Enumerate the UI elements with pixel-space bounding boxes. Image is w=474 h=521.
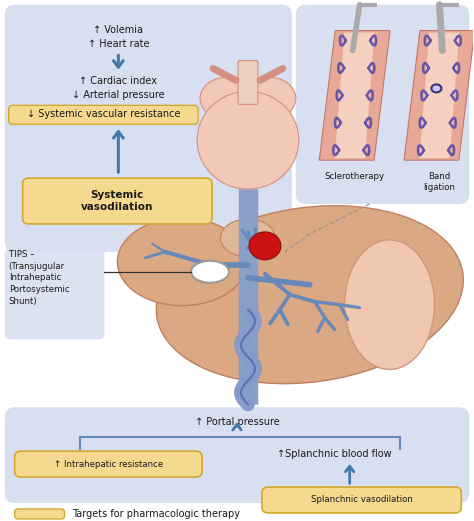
- FancyBboxPatch shape: [23, 178, 212, 224]
- Text: Systemic
vasodilation: Systemic vasodilation: [81, 190, 154, 213]
- FancyBboxPatch shape: [5, 5, 292, 252]
- Text: ↑ Intrahepatic resistance: ↑ Intrahepatic resistance: [54, 460, 163, 468]
- FancyBboxPatch shape: [15, 451, 202, 477]
- FancyBboxPatch shape: [5, 407, 469, 503]
- Text: TIPS –
(Transjugular
Intrahepatic
Portosystemic
Shunt): TIPS – (Transjugular Intrahepatic Portos…: [9, 250, 69, 306]
- Text: ↑Splanchnic blood flow: ↑Splanchnic blood flow: [277, 449, 392, 459]
- FancyBboxPatch shape: [238, 60, 258, 104]
- Polygon shape: [319, 31, 390, 160]
- Ellipse shape: [249, 232, 281, 260]
- Ellipse shape: [200, 78, 252, 119]
- Ellipse shape: [191, 261, 229, 283]
- FancyBboxPatch shape: [262, 487, 461, 513]
- Polygon shape: [419, 33, 459, 158]
- Text: ↓ Systemic vascular resistance: ↓ Systemic vascular resistance: [27, 109, 180, 119]
- Ellipse shape: [244, 78, 296, 119]
- Ellipse shape: [118, 218, 247, 306]
- FancyBboxPatch shape: [5, 248, 104, 340]
- Polygon shape: [404, 31, 474, 160]
- Text: Splanchnic vasodilation: Splanchnic vasodilation: [310, 495, 412, 504]
- Text: ↑ Cardiac index
↓ Arterial pressure: ↑ Cardiac index ↓ Arterial pressure: [72, 77, 164, 100]
- FancyBboxPatch shape: [15, 509, 64, 519]
- Text: Targets for pharmacologic therapy: Targets for pharmacologic therapy: [73, 509, 240, 519]
- Ellipse shape: [156, 206, 463, 383]
- FancyBboxPatch shape: [9, 105, 198, 125]
- Polygon shape: [335, 33, 374, 158]
- Ellipse shape: [431, 84, 441, 92]
- FancyBboxPatch shape: [296, 5, 469, 204]
- Ellipse shape: [197, 91, 299, 189]
- Text: Sclerotherapy: Sclerotherapy: [325, 172, 385, 181]
- Ellipse shape: [220, 219, 275, 257]
- Text: Band
ligation: Band ligation: [423, 172, 456, 192]
- Text: ↑ Volemia
↑ Heart rate: ↑ Volemia ↑ Heart rate: [88, 24, 149, 48]
- Ellipse shape: [345, 240, 434, 369]
- Text: ↑ Portal pressure: ↑ Portal pressure: [195, 417, 279, 427]
